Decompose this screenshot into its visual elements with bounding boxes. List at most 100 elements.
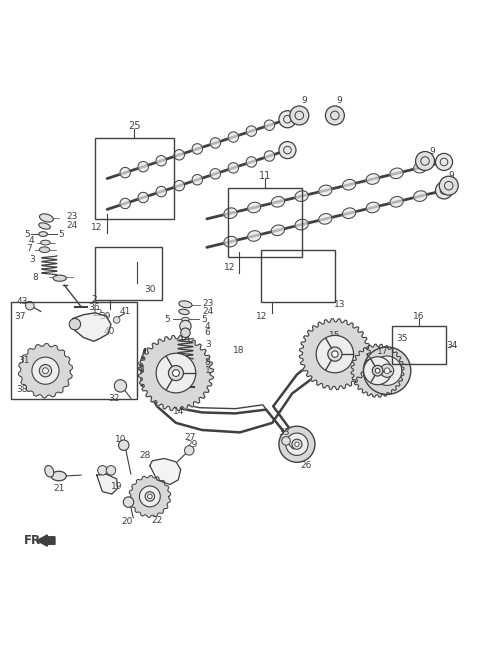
Circle shape <box>113 317 120 323</box>
Polygon shape <box>246 126 257 136</box>
Ellipse shape <box>179 309 189 315</box>
Text: 4: 4 <box>28 236 34 245</box>
Text: 1: 1 <box>205 366 211 375</box>
Text: 14: 14 <box>173 407 184 415</box>
Text: 7: 7 <box>26 244 32 253</box>
Text: 38: 38 <box>16 385 27 394</box>
Circle shape <box>139 486 160 507</box>
Text: 5: 5 <box>201 315 207 324</box>
Circle shape <box>286 433 308 455</box>
Circle shape <box>173 370 180 377</box>
Text: 24: 24 <box>66 220 77 230</box>
Circle shape <box>180 320 191 332</box>
Polygon shape <box>192 174 203 185</box>
Ellipse shape <box>39 232 48 236</box>
Bar <box>96 138 174 219</box>
Circle shape <box>375 368 380 373</box>
Circle shape <box>384 368 390 373</box>
Polygon shape <box>295 219 308 230</box>
Circle shape <box>97 466 107 475</box>
Text: 23: 23 <box>66 212 77 221</box>
Polygon shape <box>390 168 403 178</box>
Text: 21: 21 <box>53 484 64 493</box>
Polygon shape <box>150 459 180 485</box>
Circle shape <box>279 111 296 128</box>
Text: 18: 18 <box>233 346 244 356</box>
Text: FR.: FR. <box>24 534 46 547</box>
Polygon shape <box>319 185 332 195</box>
Text: 15: 15 <box>329 331 341 340</box>
Circle shape <box>145 492 155 501</box>
Ellipse shape <box>179 301 192 308</box>
Circle shape <box>381 364 394 377</box>
FancyArrow shape <box>37 535 55 546</box>
Polygon shape <box>174 180 184 191</box>
Polygon shape <box>343 208 356 218</box>
Text: 43: 43 <box>17 297 28 306</box>
Polygon shape <box>224 208 237 218</box>
Circle shape <box>279 426 315 462</box>
Polygon shape <box>414 191 427 201</box>
Text: 9: 9 <box>448 171 454 180</box>
Circle shape <box>69 319 81 330</box>
Text: 12: 12 <box>256 312 267 321</box>
Circle shape <box>282 437 290 445</box>
Polygon shape <box>390 197 403 207</box>
Circle shape <box>180 328 190 337</box>
Text: 32: 32 <box>108 394 120 403</box>
Circle shape <box>435 154 453 171</box>
Circle shape <box>25 301 34 310</box>
Text: 31: 31 <box>18 356 30 365</box>
Text: 10: 10 <box>115 435 126 444</box>
Circle shape <box>123 497 134 507</box>
Polygon shape <box>264 120 275 131</box>
Circle shape <box>114 380 127 392</box>
Text: 5: 5 <box>165 315 170 324</box>
Ellipse shape <box>45 466 54 477</box>
Polygon shape <box>224 236 237 247</box>
Polygon shape <box>138 335 214 411</box>
Bar <box>96 247 162 300</box>
Text: 34: 34 <box>446 341 458 350</box>
Polygon shape <box>248 202 261 213</box>
Circle shape <box>180 356 191 368</box>
Polygon shape <box>271 225 285 236</box>
Text: 12: 12 <box>92 309 103 318</box>
Text: 25: 25 <box>128 121 141 131</box>
Ellipse shape <box>51 471 66 481</box>
Circle shape <box>295 442 299 446</box>
Text: 16: 16 <box>413 312 425 321</box>
Circle shape <box>156 354 196 393</box>
Circle shape <box>106 466 116 475</box>
Polygon shape <box>228 163 239 173</box>
Polygon shape <box>300 319 371 390</box>
Polygon shape <box>271 197 285 207</box>
Polygon shape <box>129 476 171 518</box>
Bar <box>392 325 446 363</box>
Circle shape <box>43 368 48 374</box>
Polygon shape <box>156 186 167 197</box>
Text: 11: 11 <box>259 171 271 181</box>
Polygon shape <box>246 157 257 167</box>
Bar <box>261 250 335 302</box>
Ellipse shape <box>53 275 66 281</box>
Polygon shape <box>156 155 167 166</box>
Text: 33: 33 <box>278 428 289 437</box>
Text: 24: 24 <box>202 307 214 316</box>
Text: 28: 28 <box>139 451 151 460</box>
Polygon shape <box>210 138 220 148</box>
Polygon shape <box>120 198 131 209</box>
Text: 27: 27 <box>184 432 196 441</box>
Ellipse shape <box>39 214 53 222</box>
Polygon shape <box>295 191 308 201</box>
Text: 26: 26 <box>301 461 312 470</box>
Polygon shape <box>248 231 261 241</box>
Polygon shape <box>138 192 148 203</box>
Ellipse shape <box>39 247 50 253</box>
Circle shape <box>279 142 296 159</box>
Text: 17: 17 <box>377 347 388 356</box>
Circle shape <box>147 494 152 499</box>
Polygon shape <box>414 162 427 173</box>
Circle shape <box>325 106 344 125</box>
Text: 5: 5 <box>58 230 63 239</box>
